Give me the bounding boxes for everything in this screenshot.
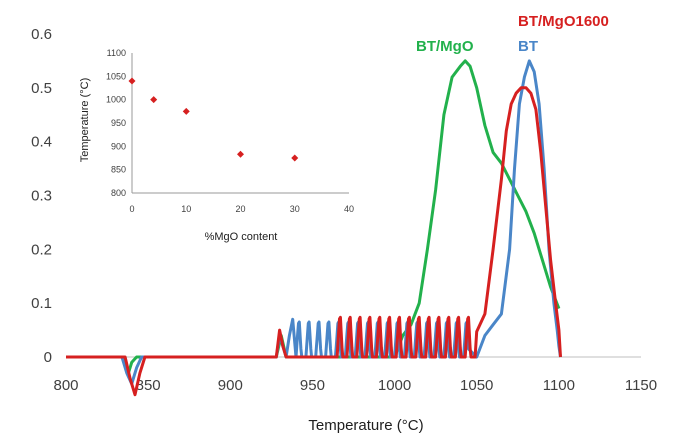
main-x-tick-label: 1150 xyxy=(625,377,657,394)
main-series-lines xyxy=(66,59,562,397)
main-x-tick-label: 1050 xyxy=(460,377,493,394)
series-label-bt-mgo1600: BT/MgO1600 xyxy=(518,13,609,30)
inset-y-tick-label: 850 xyxy=(111,165,126,175)
inset-y-tick-label: 1100 xyxy=(107,48,126,58)
main-y-tick-labels: 0 0.1 0.2 0.3 0.4 0.5 0.6 xyxy=(31,26,52,366)
inset-y-tick-label: 900 xyxy=(111,141,126,151)
main-x-tick-label: 800 xyxy=(53,377,78,394)
inset-y-tick-labels: 800 850 900 950 1000 1050 1100 xyxy=(106,48,126,198)
main-x-tick-label: 1100 xyxy=(543,377,575,394)
main-y-tick-label: 0.2 xyxy=(31,241,52,258)
inset-x-tick-labels: 0 10 20 30 40 xyxy=(129,204,354,214)
inset-y-axis-title: Temperature (°C) xyxy=(79,78,91,162)
inset-data-point xyxy=(128,77,136,85)
inset-x-tick-label: 40 xyxy=(344,204,354,214)
main-x-axis-title: Temperature (°C) xyxy=(308,417,423,434)
inset-axes xyxy=(131,53,349,194)
series-label-bt-mgo: BT/MgO xyxy=(416,38,474,55)
main-y-tick-label: 0.4 xyxy=(31,134,52,151)
main-x-tick-label: 950 xyxy=(300,377,325,394)
main-x-tick-label: 1000 xyxy=(378,377,411,394)
main-x-tick-label: 850 xyxy=(136,377,161,394)
inset-x-tick-label: 0 xyxy=(129,204,134,214)
inset-data-point xyxy=(182,107,190,115)
inset-y-tick-label: 800 xyxy=(111,188,126,198)
inset-y-tick-label: 1000 xyxy=(106,95,126,105)
inset-y-tick-label: 950 xyxy=(111,118,126,128)
main-y-tick-label: 0.5 xyxy=(31,80,52,97)
main-x-tick-label: 900 xyxy=(218,377,243,394)
inset-x-tick-label: 10 xyxy=(181,204,191,214)
inset-data-point xyxy=(237,150,244,158)
inset-x-axis-title: %MgO content xyxy=(205,231,278,243)
inset-x-tick-label: 30 xyxy=(290,204,300,214)
main-y-tick-label: 0.1 xyxy=(31,295,52,312)
main-y-tick-label: 0.6 xyxy=(31,26,52,43)
inset-x-tick-label: 20 xyxy=(235,204,245,214)
main-y-tick-label: 0.3 xyxy=(31,188,52,205)
inset-data-point xyxy=(291,154,299,162)
inset-scatter-points xyxy=(128,77,299,162)
series-label-bt: BT xyxy=(518,38,538,55)
inset-data-point xyxy=(150,96,158,104)
main-y-tick-label: 0 xyxy=(44,349,52,366)
series-line-bt-mgo1600 xyxy=(66,86,562,397)
inset-y-tick-label: 1050 xyxy=(106,71,126,81)
main-x-tick-labels: 800 850 900 950 1000 1050 1100 1150 xyxy=(53,377,657,394)
